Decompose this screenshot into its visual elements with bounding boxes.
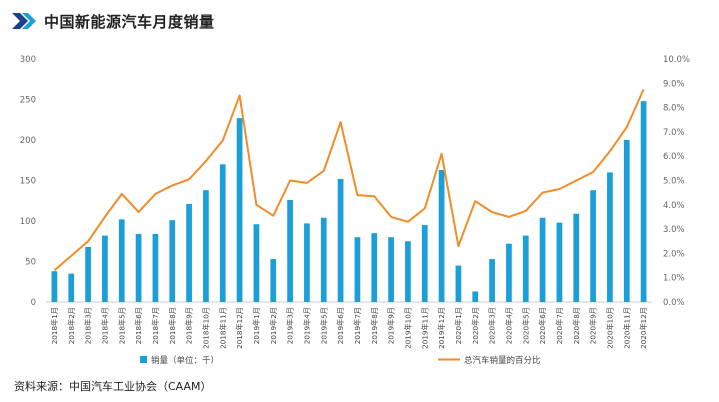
bar — [68, 273, 75, 302]
legend-bar-swatch — [140, 356, 147, 363]
y-right-tick: 3.0% — [663, 225, 685, 235]
bar — [522, 235, 529, 302]
y-right-tick: 0.0% — [663, 298, 685, 308]
x-tick-label: 2018年3月 — [84, 307, 93, 344]
x-tick-label: 2018年6月 — [134, 307, 143, 344]
x-tick-label: 2018年7月 — [151, 307, 160, 344]
y-right-tick: 10.0% — [663, 55, 690, 65]
bar — [573, 213, 580, 302]
bar — [186, 203, 192, 302]
bar — [438, 169, 445, 302]
y-left-tick: 100 — [20, 217, 36, 227]
y-right-tick: 8.0% — [663, 104, 685, 114]
x-tick-label: 2019年7月 — [353, 307, 362, 344]
bar — [489, 259, 495, 302]
bar — [85, 246, 91, 302]
x-tick-label: 2020年5月 — [521, 307, 530, 344]
x-tick-label: 2020年6月 — [538, 307, 547, 344]
y-left-tick: 250 — [20, 96, 36, 106]
bar — [253, 224, 260, 302]
x-tick-label: 2018年11月 — [218, 307, 227, 349]
x-tick-label: 2018年2月 — [67, 307, 76, 344]
bar — [388, 237, 394, 302]
x-tick-label: 2019年2月 — [269, 307, 278, 344]
x-tick-label: 2020年7月 — [555, 307, 564, 344]
y-left-tick: 300 — [20, 55, 36, 65]
bar — [556, 222, 563, 302]
y-left-tick: 200 — [20, 136, 36, 146]
x-tick-label: 2018年5月 — [117, 307, 126, 344]
bar — [472, 291, 479, 302]
x-tick-label: 2020年2月 — [471, 307, 480, 344]
y-right-tick: 1.0% — [663, 274, 685, 284]
x-tick-label: 2020年8月 — [572, 307, 581, 344]
x-tick-label: 2020年11月 — [622, 307, 631, 349]
x-tick-label: 2018年4月 — [100, 307, 109, 344]
x-tick-label: 2020年3月 — [488, 307, 497, 344]
x-tick-label: 2019年5月 — [319, 307, 328, 344]
y-right-tick: 6.0% — [663, 152, 685, 162]
x-tick-label: 2019年9月 — [387, 307, 396, 344]
bar — [590, 190, 596, 302]
x-tick-label: 2019年8月 — [370, 307, 379, 344]
bar — [320, 217, 327, 302]
bar — [607, 172, 613, 302]
title-bar: 中国新能源汽车月度销量 — [12, 8, 215, 34]
x-tick-label: 2018年1月 — [50, 307, 59, 344]
page-title: 中国新能源汽车月度销量 — [44, 12, 215, 31]
x-tick-label: 2019年4月 — [302, 307, 311, 344]
x-tick-label: 2019年11月 — [420, 307, 429, 349]
x-tick-label: 2018年10月 — [201, 307, 210, 349]
bar — [270, 259, 277, 302]
x-tick-label: 2019年1月 — [252, 307, 261, 344]
y-right-tick: 2.0% — [663, 249, 685, 259]
bar — [354, 237, 361, 302]
bar — [421, 225, 428, 302]
x-tick-label: 2019年6月 — [336, 307, 345, 344]
legend-line-label: 总汽车销量的百分比 — [464, 355, 541, 366]
bar — [455, 265, 462, 302]
x-tick-label: 2020年1月 — [454, 307, 463, 344]
x-tick-label: 2019年3月 — [286, 307, 295, 344]
bar — [337, 178, 344, 302]
bar — [640, 101, 647, 302]
bar — [539, 217, 546, 302]
bar — [152, 233, 159, 302]
bar — [371, 233, 378, 302]
bar — [118, 219, 125, 302]
bar — [236, 118, 243, 302]
x-tick-label: 2018年8月 — [168, 307, 177, 344]
y-right-tick: 5.0% — [663, 177, 685, 187]
bar — [287, 199, 293, 302]
y-right-tick: 7.0% — [663, 128, 685, 138]
x-tick-label: 2019年12月 — [437, 307, 446, 349]
x-tick-label: 2020年12月 — [639, 307, 648, 349]
source-note: 资料来源：中国汽车工业协会（CAAM） — [14, 380, 212, 393]
x-tick-label: 2020年4月 — [504, 307, 513, 344]
x-tick-label: 2018年9月 — [185, 307, 194, 344]
y-right-tick: 9.0% — [663, 79, 685, 89]
bar — [169, 220, 176, 302]
percent-line — [53, 88, 645, 272]
legend-bar-label: 销量（单位：千） — [151, 355, 219, 366]
bar — [219, 164, 226, 302]
bar — [135, 233, 142, 302]
sales-chart: 0 50 100 150 200 250 300 0.0% 1.0% 2.0% 3.0% 4.0% 5.… — [20, 55, 690, 366]
x-tick-label: 2020年10月 — [605, 307, 614, 349]
bar — [304, 223, 310, 302]
bar — [203, 190, 209, 302]
x-tick-label: 2020年9月 — [589, 307, 598, 344]
bar — [51, 271, 58, 302]
x-tick-label: 2018年12月 — [235, 307, 244, 349]
bar — [102, 235, 108, 302]
x-tick-label: 2019年10月 — [403, 307, 412, 349]
y-right-tick: 4.0% — [663, 201, 685, 211]
bar — [506, 243, 512, 302]
bar — [623, 140, 630, 302]
y-left-tick: 150 — [20, 177, 36, 187]
chevron-right-icon — [12, 13, 36, 29]
y-left-tick: 50 — [25, 258, 36, 268]
bar — [405, 241, 411, 302]
y-left-tick: 0 — [31, 298, 36, 308]
